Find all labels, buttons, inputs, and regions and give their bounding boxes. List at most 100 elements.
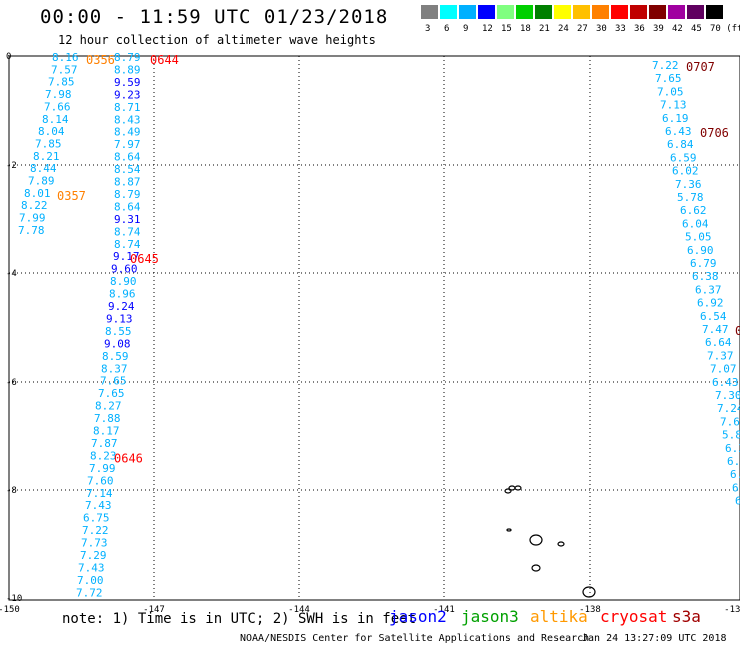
wave-height-value: 7.85 <box>48 76 75 89</box>
wave-height-value: 9.31 <box>114 213 141 226</box>
legend-label: 36 <box>634 24 645 34</box>
legend-swatch <box>421 5 438 19</box>
wave-height-value: 8.96 <box>109 288 136 301</box>
wave-height-value: 8.54 <box>114 163 141 176</box>
wave-height-value: 6.54 <box>700 310 727 323</box>
wave-height-value: 6.02 <box>672 165 699 178</box>
pass-time-label: 0706 <box>700 126 729 140</box>
satellite-name: altika <box>530 607 588 626</box>
wave-height-value: 6.59 <box>670 151 697 164</box>
wave-height-value: 8.49 <box>114 126 141 139</box>
wave-height-value: 9.23 <box>114 88 141 101</box>
legend-label: 45 <box>691 24 702 34</box>
wave-height-value: 7.43 <box>78 561 105 574</box>
pass-time-label: 0357 <box>57 189 86 203</box>
wave-height-value: 8.04 <box>38 125 65 138</box>
wave-height-value: 9.24 <box>108 300 135 313</box>
wave-height-value: 6.84 <box>667 138 694 151</box>
wave-height-value: 6.62 <box>680 204 707 217</box>
island-outline <box>529 534 543 546</box>
legend-swatch <box>649 5 666 19</box>
wave-height-value: 8.55 <box>105 325 132 338</box>
wave-height-value: 9.17 <box>113 250 140 263</box>
wave-height-value: 8.37 <box>101 362 128 375</box>
wave-height-value: 8.16 <box>52 51 79 64</box>
wave-height-value: 6.38 <box>692 270 719 283</box>
wave-height-value: 6.64 <box>705 336 732 349</box>
footer-note: note: 1) Time is in UTC; 2) SWH is in fe… <box>62 611 417 627</box>
wave-height-value: 7.00 <box>77 574 104 587</box>
wave-height-value: 6. <box>730 468 740 481</box>
legend-swatch <box>516 5 533 19</box>
legend-label: 6 <box>444 24 450 34</box>
wave-height-value: 8.89 <box>114 63 141 76</box>
legend-label: 15 <box>501 24 512 34</box>
latitude-tick-label: -6 <box>6 378 17 388</box>
wave-height-value: 8.44 <box>30 162 57 175</box>
wave-height-value: 7.73 <box>81 537 108 550</box>
wave-height-value: 7.07 <box>710 363 737 376</box>
wave-height-value: 7.66 <box>44 100 71 113</box>
wave-height-value: 6.04 <box>682 217 709 230</box>
wave-height-value: 6.92 <box>697 297 724 310</box>
legend-swatch <box>687 5 704 19</box>
wave-height-value: 8.90 <box>110 275 137 288</box>
legend-label: 3 <box>425 24 431 34</box>
wave-height-value: 7.22 <box>82 524 109 537</box>
legend-swatch <box>459 5 476 19</box>
island-outline <box>508 485 516 491</box>
legend-label: 42 <box>672 24 683 34</box>
legend-swatch <box>535 5 552 19</box>
legend-swatch <box>497 5 514 19</box>
longitude-tick-label: -138 <box>579 605 601 615</box>
wave-height-value: 8.74 <box>114 238 141 251</box>
wave-height-value: 7.37 <box>707 349 734 362</box>
wave-height-value: 8.59 <box>102 350 129 363</box>
wave-height-value: 8.71 <box>114 101 141 114</box>
satellite-name: jason2 <box>389 607 447 626</box>
legend-label: 27 <box>577 24 588 34</box>
legend-label: 39 <box>653 24 664 34</box>
pass-time-label: 0356 <box>86 53 115 67</box>
island-outline <box>504 488 512 494</box>
legend-swatch <box>573 5 590 19</box>
wave-height-value: 7.43 <box>85 499 112 512</box>
wave-height-value: 6.19 <box>662 112 689 125</box>
wave-height-value: 8.23 <box>90 449 117 462</box>
wave-height-value: 6.43 <box>712 376 739 389</box>
island-outline <box>582 586 596 598</box>
satellite-name: cryosat <box>600 607 668 626</box>
wave-height-value: 7.85 <box>35 137 62 150</box>
legend-label: 21 <box>539 24 550 34</box>
wave-height-value: 8.74 <box>114 225 141 238</box>
legend-label: 33 <box>615 24 626 34</box>
wave-height-value: 9.13 <box>106 312 133 325</box>
wave-height-value: 7.99 <box>89 462 116 475</box>
wave-height-value: 6.79 <box>690 257 717 270</box>
wave-height-value: 7.05 <box>657 85 684 98</box>
pass-time-label: 0 <box>735 324 740 338</box>
wave-height-value: 9.59 <box>114 76 141 89</box>
wave-height-value: 8.43 <box>114 113 141 126</box>
wave-height-value: 7.24 <box>717 402 740 415</box>
wave-height-value: 6.5 <box>727 455 740 468</box>
wave-height-value: 8.79 <box>114 51 141 64</box>
wave-height-value: 6.90 <box>687 244 714 257</box>
wave-height-value: 8.87 <box>114 176 141 189</box>
wave-height-value: 9.08 <box>104 337 131 350</box>
wave-height-value: 6.37 <box>695 283 722 296</box>
latitude-tick-label: -4 <box>6 269 17 279</box>
latitude-tick-label: 0 <box>6 52 11 62</box>
latitude-tick-label: -10 <box>6 594 22 604</box>
legend-label: 9 <box>463 24 469 34</box>
wave-height-value: 8.21 <box>33 150 60 163</box>
wave-height-value: 8.64 <box>114 151 141 164</box>
wave-height-value: 7.78 <box>18 224 45 237</box>
wave-height-value: 8.79 <box>114 188 141 201</box>
pass-time-label: 0644 <box>150 53 179 67</box>
wave-height-value: 8.22 <box>21 199 48 212</box>
wave-height-value: 7.14 <box>86 487 113 500</box>
pass-time-label: 0646 <box>114 451 143 465</box>
island-outline <box>514 485 522 491</box>
pass-time-label: 0645 <box>130 252 159 266</box>
